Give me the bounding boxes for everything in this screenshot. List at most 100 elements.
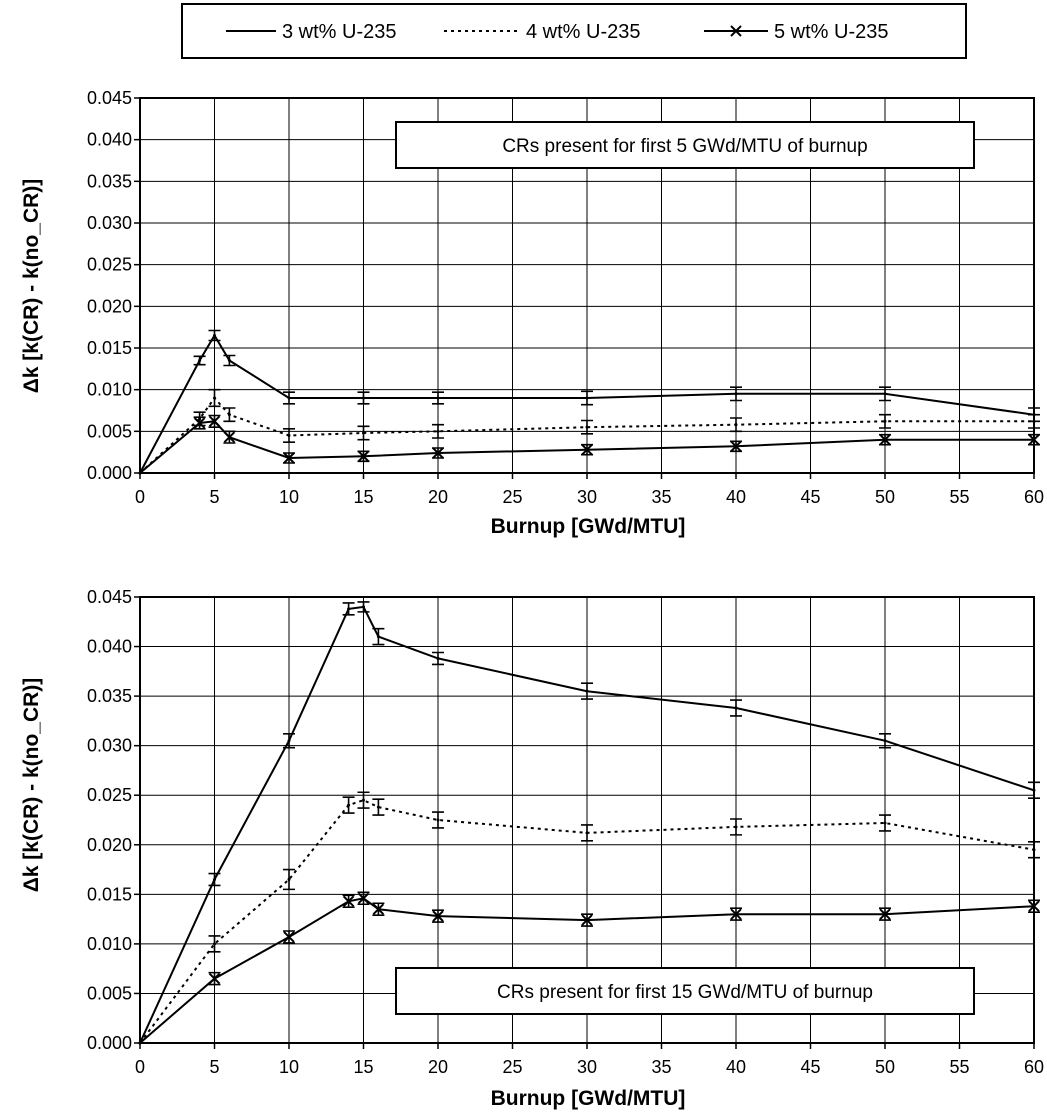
legend-label-4wt: 4 wt% U-235 (526, 21, 641, 43)
chart-bottom: 0 5 10 15 20 25 30 35 40 45 50 55 60 0.000 0.005 0.010… (20, 587, 1044, 1110)
chart-top-x-tick-label: 35 (651, 487, 671, 507)
chart-bottom-x-tick-label: 30 (577, 1057, 597, 1077)
chart-bottom-data-point-4-wt-u-235 (213, 942, 216, 946)
chart-top-x-axis-label: Burnup [GWd/MTU] (491, 515, 686, 538)
chart-top-y-axis-label: Δk [k(CR) - k(no_CR)] (20, 179, 43, 394)
chart-top-data-point-5-wt-u-235 (357, 450, 370, 463)
chart-bottom-y-tick-label: 0.040 (87, 637, 132, 657)
chart-bottom-y-tick-label: 0.035 (87, 686, 132, 706)
chart-bottom-data-point-4-wt-u-235 (287, 877, 291, 881)
chart-bottom-data-point-4-wt-u-235 (585, 831, 589, 835)
chart-top-data-point-3-wt-u-235 (227, 359, 231, 362)
chart-bottom-y-tick-label: 0.025 (87, 785, 132, 805)
chart-top-y-tick-label: 0.015 (87, 338, 132, 358)
chart-top-data-point-3-wt-u-235 (362, 396, 365, 400)
chart-bottom-x-tick-label: 35 (651, 1057, 671, 1077)
chart-top-data-point-4-wt-u-235 (213, 396, 216, 400)
chart-bottom-data-point-3-wt-u-235 (883, 739, 887, 743)
chart-top-x-tick-label: 5 (209, 487, 219, 507)
chart-bottom-data-point-4-wt-u-235 (347, 803, 351, 807)
chart-top-y-tick-label: 0.040 (87, 130, 132, 150)
chart-top-y-tick-label: 0.020 (87, 296, 132, 316)
chart-top-y-tick-label: 0.000 (87, 463, 132, 483)
chart-top-data-point-5-wt-u-235 (283, 452, 295, 464)
chart-top-x-tick-label: 25 (502, 487, 522, 507)
chart-top-data-point-3-wt-u-235 (734, 392, 738, 396)
chart-top-data-point-4-wt-u-235 (883, 419, 887, 423)
chart-bottom-data-point-3-wt-u-235 (362, 605, 365, 609)
chart-top-data-point-4-wt-u-235 (734, 423, 738, 427)
chart-top-y-tick-label: 0.005 (87, 421, 132, 441)
chart-bottom-y-tick-label: 0.015 (87, 884, 132, 904)
chart-bottom-data-point-4-wt-u-235 (734, 825, 738, 829)
chart-bottom-x-axis-label: Burnup [GWd/MTU] (491, 1087, 686, 1110)
chart-bottom-data-point-5-wt-u-235 (879, 908, 891, 920)
chart-top-x-tick-label: 40 (726, 487, 746, 507)
chart-top-data-point-3-wt-u-235 (436, 396, 440, 400)
chart-bottom-annotation-text: CRs present for first 15 GWd/MTU of burn… (497, 982, 873, 1003)
chart-bottom-x-tick-label: 25 (502, 1057, 522, 1077)
chart-top-x-tick-label: 45 (800, 487, 820, 507)
chart-bottom-data-point-5-wt-u-235 (283, 931, 295, 943)
chart-top-x-tick-label: 20 (428, 487, 448, 507)
chart-top-y-tick-label: 0.025 (87, 255, 132, 275)
chart-bottom-y-ticks: 0.000 0.005 0.010 0.015 0.020 0.025 0.030 0.035… (87, 587, 140, 1053)
chart-bottom-data-point-5-wt-u-235 (432, 910, 444, 922)
chart-top-data-point-3-wt-u-235 (585, 396, 589, 400)
chart-top-data-point-3-wt-u-235 (883, 392, 887, 396)
chart-top-data-point-5-wt-u-235 (730, 440, 742, 453)
chart-bottom-data-point-4-wt-u-235 (376, 805, 380, 809)
chart-top-y-tick-label: 0.045 (87, 88, 132, 108)
chart-top-annotation-box (395, 121, 975, 169)
chart-top-data-point-4-wt-u-235 (362, 431, 365, 435)
chart-bottom-data-point-4-wt-u-235 (436, 818, 440, 822)
chart-top-x-ticks: 0 5 10 15 20 25 30 35 40 45 50 55 60 (135, 473, 1044, 507)
chart-bottom-y-axis-label: Δk [k(CR) - k(no_CR)] (20, 678, 43, 893)
chart-bottom-data-point-5-wt-u-235 (208, 972, 221, 985)
chart-top-x-tick-label: 50 (875, 487, 895, 507)
chart-bottom-annotation: CRs present for first 15 GWd/MTU of burn… (395, 967, 975, 1015)
chart-top-y-tick-label: 0.035 (87, 171, 132, 191)
chart-bottom-y-tick-label: 0.020 (87, 835, 132, 855)
chart-bottom-data-point-3-wt-u-235 (734, 706, 738, 710)
legend-marker-5wt (730, 25, 742, 37)
chart-top-y-tick-label: 0.010 (87, 380, 132, 400)
chart-top-x-tick-label: 10 (279, 487, 299, 507)
chart-top-series (138, 329, 1040, 475)
legend: 3 wt% U-235 4 wt% U-235 5 wt% U-235 (181, 3, 967, 59)
chart-top-data-point-5-wt-u-235 (208, 415, 221, 428)
chart-bottom-data-point-4-wt-u-235 (883, 821, 887, 825)
chart-top-annotation: CRs present for first 5 GWd/MTU of burnu… (395, 121, 975, 169)
chart-top-data-point-5-wt-u-235 (193, 417, 206, 429)
chart-bottom-x-tick-label: 0 (135, 1057, 145, 1077)
chart-top-data-point-5-wt-u-235 (581, 443, 593, 456)
chart-bottom-x-tick-label: 40 (726, 1057, 746, 1077)
chart-top-data-point-5-wt-u-235 (432, 447, 444, 459)
chart-top-data-point-3-wt-u-235 (287, 396, 291, 400)
legend-frame (181, 3, 967, 59)
chart-bottom-x-tick-label: 20 (428, 1057, 448, 1077)
chart-bottom-y-tick-label: 0.000 (87, 1033, 132, 1053)
chart-bottom-y-tick-label: 0.045 (87, 587, 132, 607)
chart-bottom-data-point-3-wt-u-235 (287, 739, 291, 743)
chart-top-x-tick-label: 15 (353, 487, 373, 507)
chart-bottom-y-tick-label: 0.005 (87, 983, 132, 1003)
chart-bottom-data-point-5-wt-u-235 (342, 895, 355, 907)
chart-top-data-point-4-wt-u-235 (227, 413, 231, 417)
chart-bottom-x-tick-label: 60 (1024, 1057, 1044, 1077)
chart-top-x-tick-label: 55 (949, 487, 969, 507)
chart-top-data-point-4-wt-u-235 (585, 425, 589, 429)
legend-label-3wt: 3 wt% U-235 (282, 21, 397, 43)
chart-bottom-data-point-5-wt-u-235 (581, 914, 593, 926)
chart-bottom-x-tick-label: 55 (949, 1057, 969, 1077)
chart-bottom-annotation-box (395, 967, 975, 1015)
chart-top-x-tick-label: 30 (577, 487, 597, 507)
chart-bottom-data-point-4-wt-u-235 (362, 798, 365, 802)
chart-bottom-data-point-5-wt-u-235 (730, 908, 742, 920)
chart-bottom-y-tick-label: 0.010 (87, 934, 132, 954)
chart-top-data-point-3-wt-u-235 (198, 359, 202, 362)
chart-bottom-x-tick-label: 15 (353, 1057, 373, 1077)
chart-bottom-series (138, 601, 1040, 1045)
chart-bottom-data-point-3-wt-u-235 (436, 656, 440, 660)
